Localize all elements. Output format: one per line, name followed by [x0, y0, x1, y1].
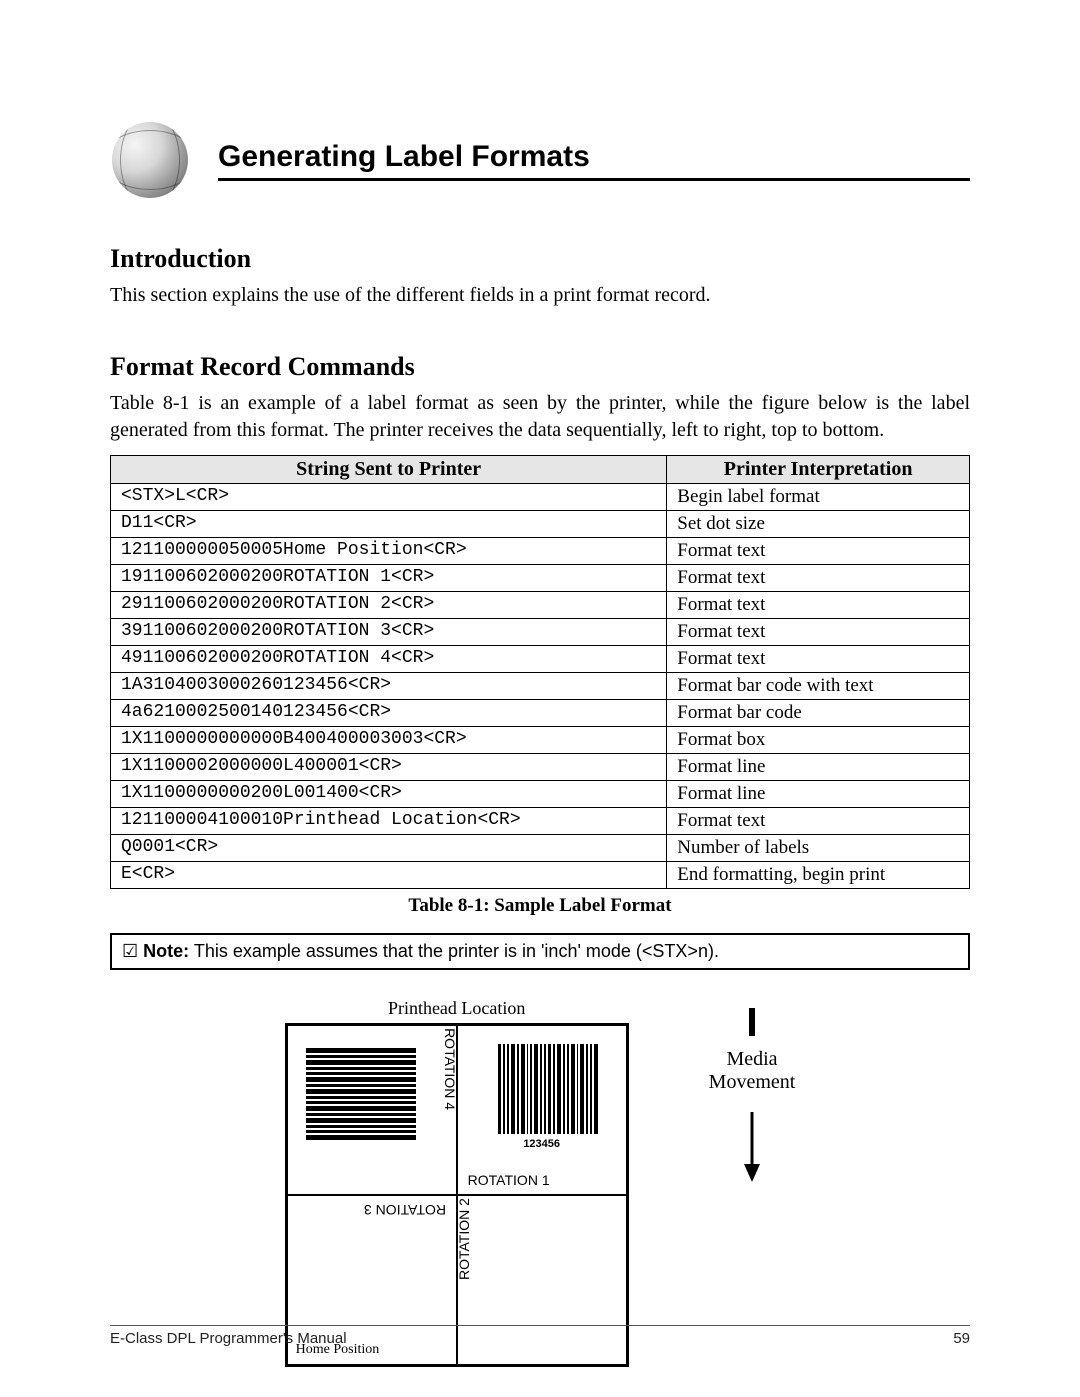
media-line1: Media: [709, 1048, 796, 1071]
table-row: 1A3104003000260123456<CR>Format bar code…: [111, 673, 970, 700]
format-heading: Format Record Commands: [110, 352, 970, 382]
barcode-number: 123456: [523, 1138, 560, 1150]
interpretation-cell: Format line: [667, 754, 970, 781]
string-cell: E<CR>: [111, 862, 667, 889]
table-row: D11<CR>Set dot size: [111, 511, 970, 538]
footer-right: 59: [953, 1330, 970, 1347]
string-cell: 291100602000200ROTATION 2<CR>: [111, 592, 667, 619]
table-row: 121100000050005Home Position<CR>Format t…: [111, 538, 970, 565]
printhead-caption: Printhead Location: [285, 998, 629, 1019]
rotation-3-label: ROTATION 3: [364, 1202, 446, 1218]
table-row: 121100004100010Printhead Location<CR>For…: [111, 808, 970, 835]
intro-heading: Introduction: [110, 244, 970, 274]
globe-icon: [110, 120, 190, 200]
table-row: 1X1100000000200L001400<CR>Format line: [111, 781, 970, 808]
string-cell: 1A3104003000260123456<CR>: [111, 673, 667, 700]
string-cell: 121100004100010Printhead Location<CR>: [111, 808, 667, 835]
string-cell: D11<CR>: [111, 511, 667, 538]
table-row: 291100602000200ROTATION 2<CR>Format text: [111, 592, 970, 619]
chapter-header: Generating Label Formats: [110, 120, 970, 200]
col2-header: Printer Interpretation: [667, 456, 970, 484]
string-cell: 491100602000200ROTATION 4<CR>: [111, 646, 667, 673]
vertical-barcode-icon: [498, 1044, 598, 1134]
label-grid: ROTATION 4 123456 ROTATION 1: [285, 1023, 629, 1367]
chapter-title: Generating Label Formats: [218, 140, 970, 174]
interpretation-cell: Set dot size: [667, 511, 970, 538]
interpretation-cell: End formatting, begin print: [667, 862, 970, 889]
string-cell: 121100000050005Home Position<CR>: [111, 538, 667, 565]
interpretation-cell: Format text: [667, 538, 970, 565]
arrow-down-icon: [709, 1112, 796, 1188]
horizontal-barcode-icon: [306, 1048, 416, 1142]
page: Generating Label Formats Introduction Th…: [0, 0, 1080, 1397]
table-row: 1X1100002000000L400001<CR>Format line: [111, 754, 970, 781]
string-cell: Q0001<CR>: [111, 835, 667, 862]
table-caption: Table 8-1: Sample Label Format: [110, 895, 970, 917]
media-movement: Media Movement: [709, 998, 796, 1188]
interpretation-cell: Number of labels: [667, 835, 970, 862]
table-row: E<CR>End formatting, begin print: [111, 862, 970, 889]
col1-header: String Sent to Printer: [111, 456, 667, 484]
note-box: ☑ Note: This example assumes that the pr…: [110, 933, 970, 970]
note-text: This example assumes that the printer is…: [194, 941, 719, 961]
media-line2: Movement: [709, 1071, 796, 1094]
interpretation-cell: Format text: [667, 646, 970, 673]
interpretation-cell: Format box: [667, 727, 970, 754]
string-cell: 1X1100002000000L400001<CR>: [111, 754, 667, 781]
table-row: 1X1100000000000B400400003003<CR>Format b…: [111, 727, 970, 754]
table-row: 191100602000200ROTATION 1<CR>Format text: [111, 565, 970, 592]
rotation-2-label: ROTATION 2: [456, 1198, 472, 1280]
interpretation-cell: Format text: [667, 592, 970, 619]
interpretation-cell: Format text: [667, 619, 970, 646]
note-label: Note:: [143, 941, 189, 961]
note-check-icon: ☑: [122, 941, 138, 961]
page-footer: E-Class DPL Programmer's Manual 59: [110, 1325, 970, 1347]
interpretation-cell: Format text: [667, 808, 970, 835]
interpretation-cell: Format line: [667, 781, 970, 808]
interpretation-cell: Format text: [667, 565, 970, 592]
string-cell: 4a6210002500140123456<CR>: [111, 700, 667, 727]
rotation-4-label: ROTATION 4: [442, 1028, 458, 1110]
string-cell: <STX>L<CR>: [111, 484, 667, 511]
interpretation-cell: Format bar code: [667, 700, 970, 727]
intro-body: This section explains the use of the dif…: [110, 282, 970, 308]
figure: Printhead Location ROTATION 4: [110, 998, 970, 1367]
command-table: String Sent to Printer Printer Interpret…: [110, 455, 970, 889]
string-cell: 391100602000200ROTATION 3<CR>: [111, 619, 667, 646]
string-cell: 191100602000200ROTATION 1<CR>: [111, 565, 667, 592]
table-row: 391100602000200ROTATION 3<CR>Format text: [111, 619, 970, 646]
rotation-1-label: ROTATION 1: [468, 1172, 550, 1188]
cell-tl: ROTATION 4: [287, 1025, 457, 1195]
title-block: Generating Label Formats: [218, 140, 970, 181]
table-row: <STX>L<CR>Begin label format: [111, 484, 970, 511]
table-row: Q0001<CR>Number of labels: [111, 835, 970, 862]
interpretation-cell: Begin label format: [667, 484, 970, 511]
table-row: 4a6210002500140123456<CR>Format bar code: [111, 700, 970, 727]
string-cell: 1X1100000000200L001400<CR>: [111, 781, 667, 808]
string-cell: 1X1100000000000B400400003003<CR>: [111, 727, 667, 754]
format-body: Table 8-1 is an example of a label forma…: [110, 390, 970, 443]
table-row: 491100602000200ROTATION 4<CR>Format text: [111, 646, 970, 673]
interpretation-cell: Format bar code with text: [667, 673, 970, 700]
cursor-icon: [749, 1008, 755, 1036]
cell-tr: 123456 ROTATION 1: [457, 1025, 627, 1195]
footer-left: E-Class DPL Programmer's Manual: [110, 1330, 347, 1347]
label-figure: Printhead Location ROTATION 4: [285, 998, 629, 1367]
